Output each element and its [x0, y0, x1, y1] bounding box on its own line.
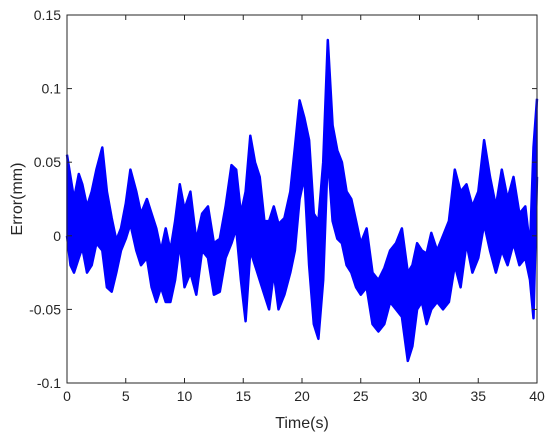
y-tick-label: 0.05: [34, 154, 61, 170]
y-tick-label: -0.05: [29, 301, 61, 317]
x-axis-label: Time(s): [275, 415, 329, 432]
x-tick-label: 20: [294, 388, 310, 404]
x-tick-label: 0: [63, 388, 71, 404]
x-tick-label: 35: [470, 388, 486, 404]
axes-box: [66, 14, 538, 384]
x-tick-label: 40: [529, 388, 545, 404]
y-tick-label: 0.1: [42, 81, 62, 97]
x-tick-label: 30: [412, 388, 428, 404]
series-0-lower-outline: [65, 153, 539, 363]
series-0-upper-outline: [65, 38, 539, 282]
x-tick-label: 25: [353, 388, 369, 404]
y-tick-label: -0.1: [37, 375, 61, 391]
y-tick-label: 0.15: [34, 7, 61, 23]
ticks-layer: 0 5 10 15 20 25 30 35 40 -0.1 -0.05 0 0.05 0.1 0.15: [29, 7, 545, 404]
y-axis-label: Error(mm): [9, 163, 26, 236]
x-tick-label: 5: [122, 388, 130, 404]
x-tick-label: 15: [235, 388, 251, 404]
x-tick-label: 10: [177, 388, 193, 404]
plot-area: 0 5 10 15 20 25 30 35 40 -0.1 -0.05 0 0.05 0.1 0.15: [29, 7, 545, 404]
y-tick-label: 0: [53, 228, 61, 244]
